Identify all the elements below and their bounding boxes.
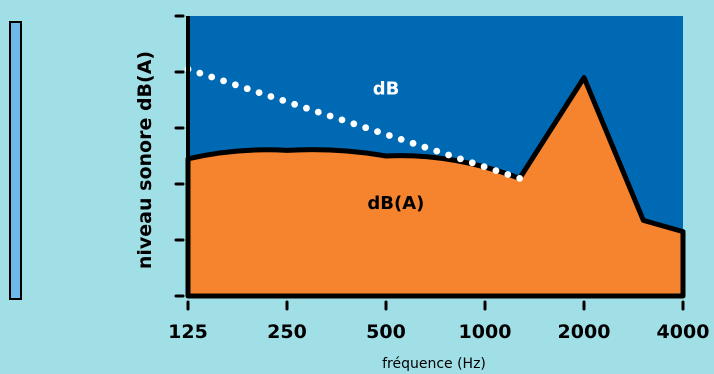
db-dotted-point [409,139,417,147]
db-dotted-point [433,147,441,155]
db-dotted-point [231,81,239,89]
db-dotted-point [504,171,512,178]
db-dotted-point [421,143,429,151]
db-dotted-point [303,104,310,112]
dba-area [185,75,686,299]
x-tick-label: 250 [267,321,307,343]
db-dotted-point [196,69,204,77]
db-dotted-point [291,100,299,108]
db-dotted-point [468,159,476,167]
db-dotted-point [267,93,275,100]
db-dotted-point [350,120,358,128]
db-dotted-point [374,128,381,136]
plot-area: 125 250 500 1000 2000 4000 dB dB(A) [168,14,710,343]
db-dotted-point [338,116,346,124]
db-dotted-point [385,132,393,139]
db-dotted-point [243,85,251,93]
db-dotted-point [255,89,263,96]
db-dotted-point [362,124,370,132]
x-tick-label: 4000 [657,321,710,343]
db-dotted-point [445,151,452,159]
x-tick-label: 1000 [459,321,512,343]
x-axis-label: fréquence (Hz) [382,356,486,372]
db-dotted-point [279,97,287,104]
region-label-db: dB [373,78,400,99]
db-dotted-point [492,167,500,175]
x-tick-label: 2000 [558,321,611,343]
db-dotted-point [326,112,334,120]
x-tick-label: 125 [168,321,208,343]
db-dotted-point [480,163,488,171]
region-label-dba: dB(A) [367,193,424,214]
db-dotted-point [457,155,464,163]
y-axis-label: niveau sonore dB(A) [134,51,156,269]
legend-bar [9,21,22,300]
db-dotted-point [397,136,405,143]
db-dotted-point [314,108,322,116]
x-tick-label: 500 [366,321,406,343]
db-dotted-point [220,77,227,85]
db-dotted-point [516,175,524,182]
db-dotted-point [208,73,216,81]
